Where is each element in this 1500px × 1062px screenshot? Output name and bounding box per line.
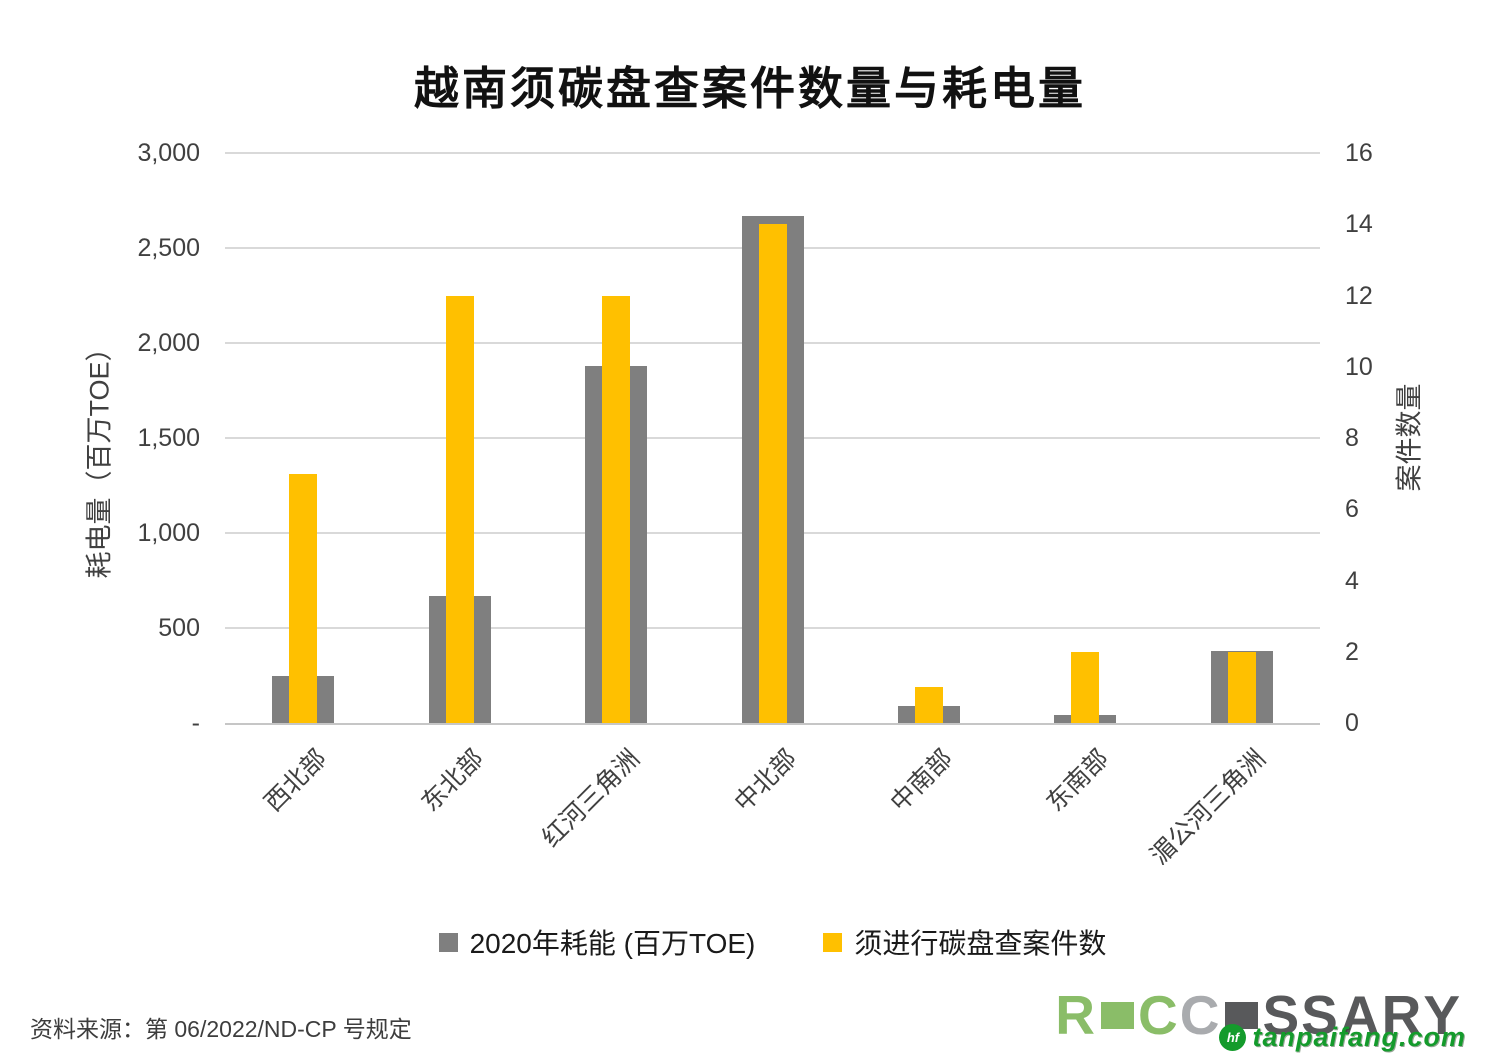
right-tick-6: 6 (1345, 495, 1359, 524)
gridline-3000 (225, 152, 1320, 154)
logo-letter-E (1101, 1002, 1134, 1041)
right-tick-10: 10 (1345, 352, 1373, 381)
logo-letter-R: R (1381, 984, 1424, 1046)
logo-letter-C: C (1179, 984, 1222, 1046)
left-tick-3000: 3,000 (137, 139, 200, 167)
left-tick-2000: 2,000 (137, 329, 200, 357)
logo-letter-R: R (1055, 984, 1097, 1046)
right-tick-12: 12 (1345, 281, 1373, 310)
bar-cases-东南部 (1071, 651, 1100, 723)
right-tick-8: 8 (1345, 424, 1359, 452)
chart-legend: 2020年耗能 (百万TOE) 须进行碳盘查案件数 (225, 922, 1320, 962)
plot-area (225, 152, 1320, 725)
left-tick-500: 500 (158, 614, 200, 642)
bar-cases-中南部 (914, 687, 943, 723)
x-label-湄公河三角洲: 湄公河三角洲 (1144, 744, 1271, 871)
tanpaifang-text: tanpaifang.com (1252, 1022, 1466, 1052)
chart-title: 越南须碳盘查案件数量与耗电量 (413, 63, 1086, 114)
right-tick-4: 4 (1345, 566, 1359, 595)
tanpaifang-icon: hf (1219, 1024, 1247, 1051)
right-tick-0: 0 (1345, 709, 1359, 737)
legend-swatch-energy-gray (438, 932, 458, 952)
right-tick-14: 14 (1345, 210, 1373, 239)
legend-label-cases: 须进行碳盘查案件数 (854, 928, 1107, 959)
logo-letter-E (1225, 1002, 1259, 1041)
right-tick-2: 2 (1345, 637, 1359, 666)
source-note: 资料来源：第 06/2022/ND-CP 号规定 (30, 1016, 412, 1042)
x-label-中北部: 中北部 (728, 744, 802, 818)
bar-cases-东北部 (445, 295, 474, 723)
x-label-东北部: 东北部 (415, 744, 489, 818)
bar-cases-红河三角洲 (602, 295, 631, 723)
x-label-东南部: 东南部 (1041, 744, 1115, 818)
bar-cases-中北部 (758, 224, 787, 723)
logo-letter-Y: Y (1423, 984, 1462, 1046)
tanpaifang-watermark: hf tanpaifang.com (1219, 1022, 1466, 1053)
legend-item-cases: 须进行碳盘查案件数 (823, 922, 1106, 962)
right-tick-16: 16 (1345, 139, 1373, 167)
left-tick-1000: 1,000 (137, 519, 200, 547)
bar-cases-西北部 (289, 473, 318, 723)
legend-label-energy: 2020年耗能 (百万TOE) (469, 928, 756, 959)
x-label-红河三角洲: 红河三角洲 (536, 744, 646, 853)
legend-item-energy: 2020年耗能 (百万TOE) (438, 922, 756, 962)
x-label-西北部: 西北部 (259, 744, 333, 818)
legend-swatch-cases-yellow (823, 932, 843, 952)
left-tick-0: - (191, 709, 200, 737)
left-tick-1500: 1,500 (137, 424, 200, 452)
x-label-中南部: 中南部 (885, 744, 959, 818)
left-tick-2500: 2,500 (137, 234, 200, 262)
logo-letter-A: A (1339, 984, 1382, 1046)
logo-letter-S: S (1262, 984, 1302, 1046)
logo-letter-C: C (1138, 984, 1180, 1046)
logo-letter-S: S (1301, 984, 1340, 1046)
bar-cases-湄公河三角洲 (1227, 651, 1256, 723)
